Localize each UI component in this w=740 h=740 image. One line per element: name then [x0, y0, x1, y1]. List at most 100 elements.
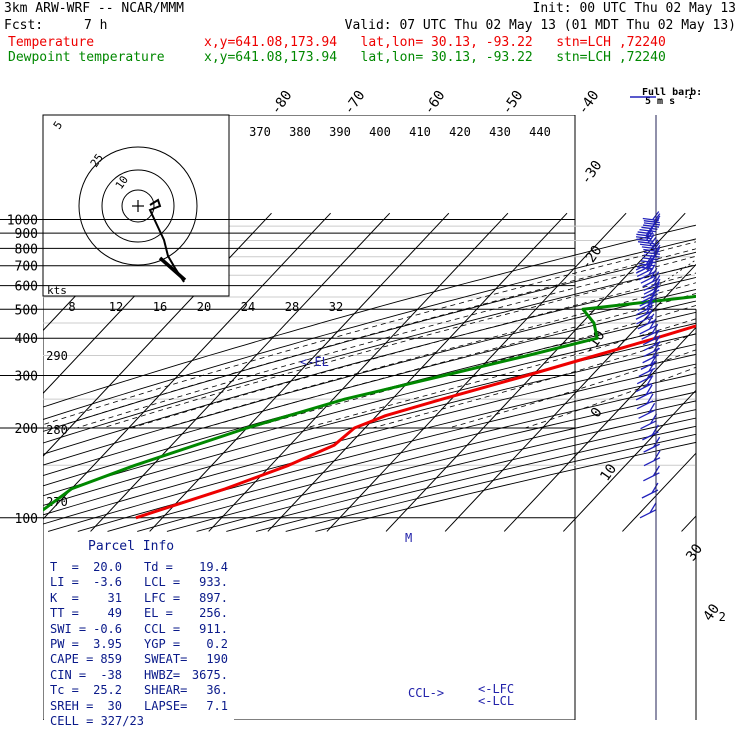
m-marker: M — [405, 531, 412, 545]
isotherm — [681, 515, 696, 532]
parcel-value: -38 — [100, 667, 122, 682]
parcel-info-panel: Parcel Info T = 20.0 Td = 19.4 LI = -3.6 LCL =… — [44, 537, 234, 728]
barb-flag — [653, 450, 661, 462]
parcel-key: Td = — [144, 560, 173, 574]
isotherm-label: 10 — [597, 461, 620, 484]
barb-staff — [642, 289, 660, 299]
isotherm — [562, 389, 696, 532]
isotherm-label: -20 — [578, 243, 606, 273]
isotherm-label: -60 — [421, 88, 449, 118]
parcel-value: 49 — [107, 606, 122, 621]
parcel-cell: CELL = 327/23 — [50, 713, 144, 728]
parcel-value: -3.6 — [93, 575, 122, 590]
barb-staff — [638, 263, 655, 267]
pressure-label: 800 — [15, 242, 38, 257]
wind-barb — [643, 465, 660, 482]
parcel-row: SWI = -0.6 CCL = 911. — [50, 622, 235, 637]
isotherm — [444, 263, 696, 532]
barb-flag — [651, 323, 659, 335]
barb-staff — [636, 233, 653, 237]
parcel-key: CCL = — [144, 621, 181, 636]
barb-flag — [653, 436, 661, 448]
pressure-label: 100 — [15, 512, 38, 527]
parcel-value: 897. — [199, 590, 228, 605]
hodo-trace — [148, 198, 185, 283]
dry-adiabat — [77, 373, 696, 532]
barb-legend-line1: Full barb: — [642, 87, 702, 98]
wind-barb — [635, 376, 653, 393]
barb-flag — [645, 303, 653, 315]
parcel-row: CAPE = 859 SWEAT= 190 — [50, 652, 235, 667]
parcel-value: 7.1 — [206, 698, 228, 713]
parcel-key: Tc = — [50, 683, 79, 698]
moist-adiabat — [372, 333, 696, 429]
isotherm — [326, 212, 627, 532]
barb-staff — [636, 306, 653, 316]
theta-label: 400 — [369, 125, 391, 139]
barb-flag — [645, 308, 654, 320]
mixing-ratio-label: 2 — [719, 610, 726, 624]
temperature-legend: Temperature — [8, 35, 95, 50]
barb-staff — [636, 267, 654, 277]
parcel-key: PW = — [50, 636, 79, 651]
barb-flag — [651, 250, 659, 260]
pressure-label: 500 — [15, 303, 38, 318]
isotherm-label: -50 — [499, 88, 527, 118]
wind-barb — [643, 450, 661, 467]
barb-flag — [651, 239, 659, 249]
pressure-label: 700 — [15, 260, 38, 275]
barb-staff — [641, 226, 658, 230]
dewpoint-profile — [43, 294, 696, 512]
hodo-speed-label: 8 — [68, 300, 75, 314]
wind-barb — [639, 318, 657, 335]
parcel-rows: T = 20.0 Td = 19.4 LI = -3.6 LCL = 933. K = 31 LFC… — [50, 560, 235, 729]
isotherm-label: -80 — [268, 88, 296, 118]
barb-staff — [643, 248, 660, 253]
parcel-key: LAPSE= — [144, 698, 188, 713]
theta-label: 420 — [449, 125, 471, 139]
dry-adiabat — [107, 382, 696, 532]
parcel-key: T = — [50, 560, 79, 574]
parcel-row: LI = -3.6 LCL = 933. — [50, 575, 235, 590]
isotherm-label: -40 — [575, 88, 603, 118]
parcel-row: TT = 49 EL = 256. — [50, 606, 235, 621]
barb-flag — [646, 393, 654, 405]
barb-staff — [635, 236, 653, 240]
dry-adiabat — [43, 353, 696, 525]
background-lines — [43, 115, 696, 720]
wind-barb — [643, 436, 661, 453]
parcel-key: LCL = — [144, 575, 181, 590]
barb-staff — [642, 336, 660, 346]
barb-staff — [640, 360, 658, 370]
dewpoint-location: x,y=641.08,173.94 lat,lon= 30.13, -93.22… — [204, 50, 666, 65]
parcel-value: 190 — [206, 652, 228, 667]
barb-staff — [635, 310, 653, 320]
barb-staff — [635, 391, 653, 401]
parcel-key: CIN = — [50, 667, 87, 682]
parcel-value: -0.6 — [93, 621, 122, 636]
parcel-key: EL = — [144, 606, 173, 621]
dry-adiabat — [226, 417, 696, 532]
barb-staff — [636, 315, 653, 325]
temperature-profile — [135, 324, 696, 520]
hodo-speed-label: 20 — [197, 300, 211, 314]
theta-label-left: 270 — [46, 495, 68, 509]
parcel-value: 933. — [199, 575, 228, 590]
parcel-key: SHEAR= — [144, 683, 188, 698]
hodo-ring — [101, 169, 175, 243]
barb-staff — [643, 472, 660, 482]
dry-adiabat — [43, 264, 696, 444]
pressure-label: 200 — [15, 422, 38, 437]
barb-staff — [637, 301, 655, 311]
parcel-title: Parcel Info — [88, 539, 175, 554]
dry-adiabat — [43, 224, 696, 408]
parcel-value: 31 — [107, 590, 122, 605]
isotherm — [503, 326, 696, 532]
barb-flag — [645, 376, 653, 387]
theta-label: 370 — [249, 125, 271, 139]
barb-staff — [643, 222, 660, 226]
pressure-label: 1000 — [7, 214, 38, 229]
parcel-key: TT = — [50, 606, 79, 621]
hodo-units: kts — [47, 284, 67, 297]
